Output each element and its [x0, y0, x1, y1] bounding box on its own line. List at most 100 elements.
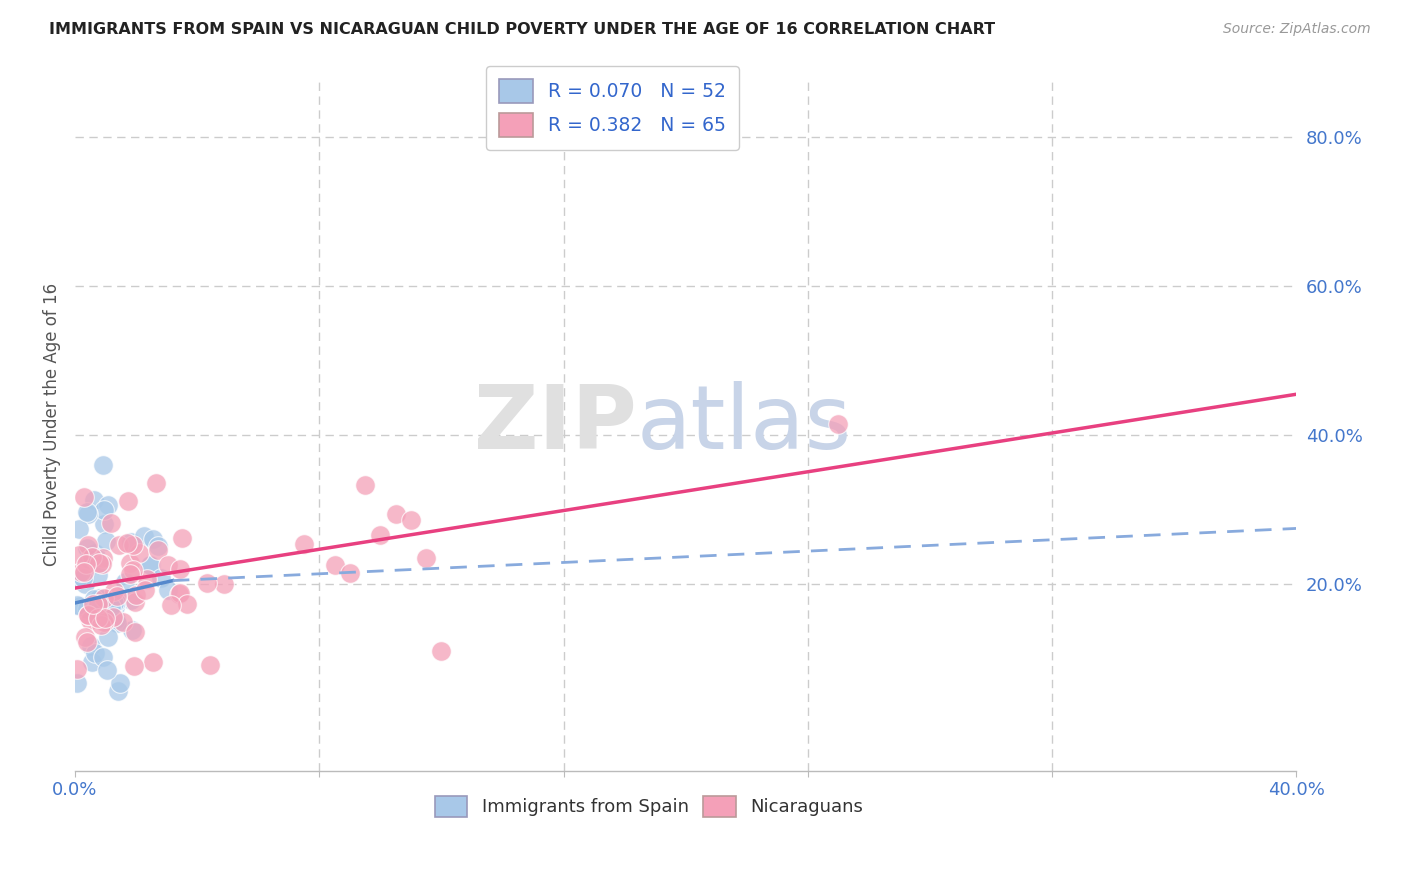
Point	[84, 646, 107, 660]
Point	[107, 590, 129, 604]
Point	[142, 655, 165, 669]
Point	[76, 635, 98, 649]
Point	[66, 572, 89, 586]
Point	[87, 567, 110, 582]
Point	[100, 599, 122, 614]
Point	[101, 598, 124, 612]
Point	[72, 490, 94, 504]
Point	[76, 505, 98, 519]
Point	[339, 566, 361, 580]
Point	[114, 575, 136, 590]
Point	[76, 608, 98, 623]
Text: IMMIGRANTS FROM SPAIN VS NICARAGUAN CHILD POVERTY UNDER THE AGE OF 16 CORRELATIO: IMMIGRANTS FROM SPAIN VS NICARAGUAN CHIL…	[49, 22, 995, 37]
Point	[827, 417, 849, 432]
Point	[87, 557, 110, 571]
Point	[76, 538, 98, 552]
Point	[172, 532, 194, 546]
Point	[80, 656, 103, 670]
Point	[76, 541, 98, 555]
Point	[157, 558, 180, 572]
Point	[83, 546, 105, 560]
Point	[139, 558, 162, 572]
Point	[97, 498, 120, 512]
Point	[93, 615, 115, 629]
Point	[76, 507, 98, 521]
Point	[67, 522, 90, 536]
Point	[100, 516, 122, 530]
Point	[323, 558, 346, 572]
Point	[75, 557, 97, 571]
Point	[65, 662, 87, 676]
Point	[105, 595, 128, 609]
Point	[90, 596, 112, 610]
Point	[67, 548, 90, 562]
Point	[75, 577, 97, 591]
Text: Source: ZipAtlas.com: Source: ZipAtlas.com	[1223, 22, 1371, 37]
Point	[136, 572, 159, 586]
Point	[122, 537, 145, 551]
Point	[87, 611, 110, 625]
Point	[105, 615, 128, 630]
Text: ZIP: ZIP	[474, 381, 637, 467]
Point	[120, 593, 142, 607]
Point	[104, 600, 127, 615]
Point	[96, 663, 118, 677]
Point	[103, 584, 125, 599]
Point	[157, 582, 180, 597]
Point	[83, 592, 105, 607]
Point	[75, 630, 97, 644]
Point	[195, 575, 218, 590]
Point	[93, 591, 115, 605]
Point	[72, 571, 94, 585]
Point	[94, 611, 117, 625]
Point	[142, 532, 165, 546]
Point	[91, 551, 114, 566]
Point	[384, 507, 406, 521]
Point	[134, 583, 156, 598]
Point	[128, 546, 150, 560]
Point	[169, 562, 191, 576]
Point	[176, 597, 198, 611]
Point	[150, 571, 173, 585]
Point	[91, 458, 114, 472]
Point	[117, 535, 139, 549]
Point	[104, 611, 127, 625]
Point	[399, 512, 422, 526]
Point	[160, 598, 183, 612]
Text: atlas: atlas	[637, 381, 852, 467]
Point	[69, 599, 91, 614]
Point	[292, 537, 315, 551]
Point	[79, 552, 101, 566]
Point	[198, 657, 221, 672]
Point	[139, 558, 162, 572]
Point	[65, 675, 87, 690]
Point	[77, 608, 100, 623]
Point	[120, 556, 142, 570]
Point	[121, 623, 143, 637]
Y-axis label: Child Poverty Under the Age of 16: Child Poverty Under the Age of 16	[44, 283, 60, 566]
Point	[212, 577, 235, 591]
Point	[132, 529, 155, 543]
Point	[86, 602, 108, 616]
Point	[370, 528, 392, 542]
Point	[169, 586, 191, 600]
Point	[107, 684, 129, 698]
Point	[73, 566, 96, 580]
Point	[91, 649, 114, 664]
Point	[120, 566, 142, 581]
Point	[111, 615, 134, 629]
Point	[90, 617, 112, 632]
Point	[69, 565, 91, 579]
Point	[80, 639, 103, 653]
Point	[103, 596, 125, 610]
Point	[97, 631, 120, 645]
Point	[124, 624, 146, 639]
Point	[415, 551, 437, 566]
Point	[121, 535, 143, 549]
Point	[93, 516, 115, 531]
Point	[121, 563, 143, 577]
Point	[82, 549, 104, 564]
Point	[145, 476, 167, 491]
Point	[90, 557, 112, 571]
Point	[430, 644, 453, 658]
